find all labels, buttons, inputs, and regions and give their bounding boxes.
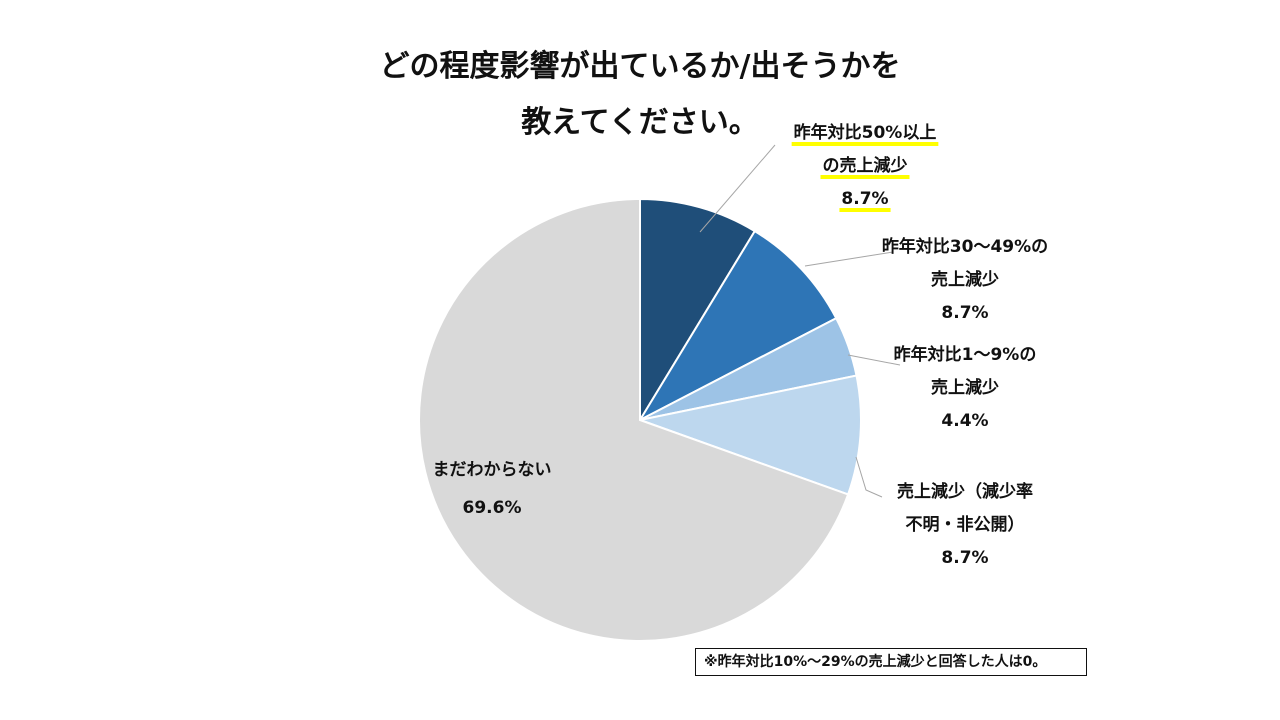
leader-line-1 xyxy=(804,251,894,267)
chart-title-line-1: どの程度影響が出ているか/出そうかを xyxy=(379,49,901,84)
slice-category-label-3: 売上減少（減少率 xyxy=(897,481,1033,502)
leader-line-2 xyxy=(847,354,901,366)
pie-slice-4 xyxy=(418,197,850,642)
pie-slice-1 xyxy=(637,229,838,423)
slice-category-label-0: の売上減少 xyxy=(823,155,908,176)
footnote: ※昨年対比10%～29%の売上減少と回答した人は0。 xyxy=(695,648,1087,676)
label-highlight-0 xyxy=(820,175,910,179)
slice-category-label-1: 昨年対比30～49%の xyxy=(882,236,1048,257)
label-highlight-0 xyxy=(791,142,939,146)
slice-value-label-4: 69.6% xyxy=(463,498,522,518)
leader-line-0 xyxy=(699,144,776,233)
pie-slice-0 xyxy=(639,197,757,424)
slice-category-label-0: 昨年対比50%以上 xyxy=(794,122,937,143)
slice-category-label-2: 昨年対比1～9%の xyxy=(894,344,1037,365)
slice-category-label-2: 売上減少 xyxy=(931,377,999,398)
slice-value-label-2: 4.4% xyxy=(941,411,988,431)
leader-line-3 xyxy=(855,456,883,498)
slice-value-label-3: 8.7% xyxy=(941,548,988,568)
slice-category-label-4: まだわからない xyxy=(433,460,552,480)
label-highlight-0 xyxy=(839,208,891,212)
chart-title-line-2: 教えてください。 xyxy=(521,105,759,140)
slice-value-label-1: 8.7% xyxy=(941,303,988,323)
pie-slice-3 xyxy=(636,374,862,496)
slice-category-label-1: 売上減少 xyxy=(931,269,999,290)
slice-value-label-0: 8.7% xyxy=(841,189,888,209)
slice-category-label-3: 不明・非公開） xyxy=(906,514,1025,535)
